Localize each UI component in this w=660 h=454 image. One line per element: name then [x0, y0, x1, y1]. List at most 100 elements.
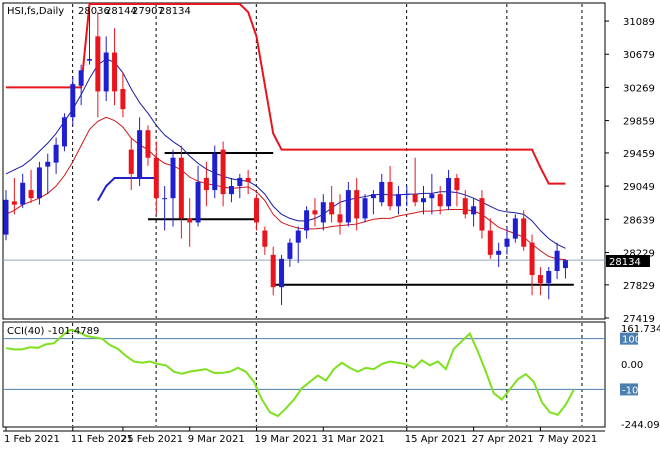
ohlc-high: 28144	[105, 6, 137, 17]
time-tick-label: 9 Mar 2021	[188, 434, 245, 445]
candle-body	[137, 130, 143, 178]
candle	[395, 186, 401, 215]
cci-value: -101.4789	[48, 326, 99, 337]
candle	[562, 259, 568, 279]
candle-body	[45, 161, 51, 167]
candle-body	[203, 177, 209, 191]
candle-body	[279, 258, 285, 288]
candle-body	[479, 198, 485, 231]
candle-body	[379, 181, 385, 203]
price-tick-label: 27419	[623, 314, 655, 325]
candle	[546, 266, 552, 300]
candle-body	[421, 198, 426, 203]
candle	[11, 177, 17, 215]
ohlc-open: 28036	[78, 6, 110, 17]
candle-body	[487, 230, 493, 255]
cci-window-frame	[2, 321, 606, 428]
candle	[137, 117, 143, 187]
candle	[345, 181, 351, 227]
price-tick-label: 29459	[623, 149, 655, 160]
support-resistance-levels	[147, 151, 574, 286]
cci-tick-label: 161.7345	[621, 324, 660, 335]
candle	[412, 157, 418, 207]
candle	[471, 198, 477, 227]
candle	[162, 186, 168, 231]
candle	[195, 165, 201, 227]
candle-body	[429, 194, 435, 199]
candle	[237, 173, 243, 199]
candle-body	[162, 198, 168, 200]
time-tick-label: 31 Mar 2021	[321, 434, 384, 445]
symbol-title: HSI,fs,Daily	[7, 6, 64, 17]
candle	[312, 198, 318, 227]
candle-body	[404, 194, 410, 196]
candle-body	[437, 194, 443, 207]
candle-body	[187, 218, 193, 223]
candle	[454, 173, 460, 207]
price-tick-label: 28639	[623, 215, 655, 226]
candle-body	[53, 144, 59, 163]
candle-body	[312, 210, 318, 215]
candle-body	[387, 181, 393, 207]
candle	[78, 64, 84, 106]
ohlc-close: 28134	[159, 6, 191, 17]
candle	[512, 214, 518, 243]
time-tick-label: 11 Feb 2021	[71, 434, 133, 445]
candle	[496, 242, 502, 267]
candle-body	[537, 275, 543, 284]
candle	[337, 194, 343, 235]
candle-body	[178, 157, 184, 219]
candle-body	[295, 230, 301, 243]
candle-body	[320, 202, 326, 223]
candle	[404, 186, 410, 207]
candle-body	[120, 88, 126, 110]
time-tick-label: 15 Apr 2021	[405, 434, 467, 445]
candle-body	[3, 199, 9, 235]
candle	[462, 190, 468, 219]
candle	[153, 141, 159, 215]
candle	[370, 190, 376, 215]
candle-body	[354, 190, 360, 219]
candle	[61, 113, 67, 152]
candle-body	[87, 59, 92, 61]
candle-body	[103, 52, 109, 92]
candle-body	[446, 177, 452, 207]
candle	[53, 137, 59, 174]
candle-body	[145, 130, 151, 158]
candle	[178, 145, 184, 239]
candle	[421, 186, 426, 215]
price-tick-label: 29049	[623, 182, 655, 193]
candle-body	[345, 190, 351, 223]
candle	[36, 161, 42, 205]
candle	[329, 186, 335, 223]
candle-body	[195, 181, 201, 223]
candle	[203, 161, 209, 207]
candle-body	[95, 36, 101, 92]
price-tick-label: 28229	[623, 248, 655, 259]
candle	[429, 173, 435, 215]
candle-body	[462, 198, 468, 215]
candle	[220, 141, 226, 207]
candle-body	[554, 250, 560, 271]
candle-body	[529, 242, 535, 276]
candle-body	[28, 190, 34, 199]
candle-body	[471, 206, 477, 215]
cci-level-tag	[620, 383, 638, 396]
candle	[362, 194, 368, 223]
ohlc-low: 27907	[132, 6, 164, 17]
candle-body	[20, 182, 26, 205]
candle-body	[112, 52, 118, 92]
envelope-lower-line	[96, 176, 157, 202]
time-tick-label: 1 Feb 2021	[4, 434, 60, 445]
cci-tick-label: -100	[622, 385, 645, 396]
candle-body	[228, 186, 234, 195]
candle	[295, 226, 301, 263]
candle-body	[362, 198, 368, 219]
candles	[3, 12, 568, 305]
candle	[521, 210, 527, 251]
candle-body	[170, 157, 176, 199]
candle	[487, 218, 493, 259]
